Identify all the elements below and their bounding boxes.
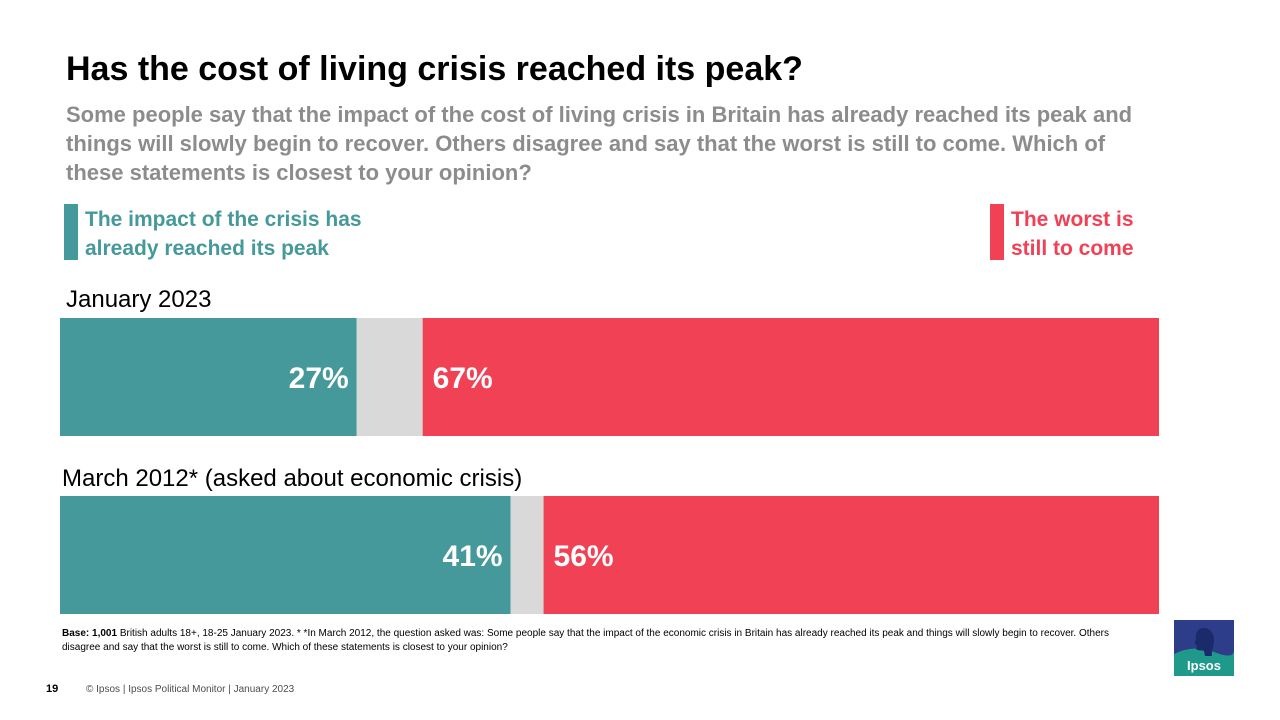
bar-value-label-0-2: 67% xyxy=(433,362,493,395)
question-text: Some people say that the impact of the c… xyxy=(66,102,1133,185)
logo-head-icon xyxy=(1194,628,1214,656)
legend-marker-peak xyxy=(64,204,78,260)
legend-label-worst: The worst is still to come xyxy=(1011,205,1161,263)
slide-title: Has the cost of living crisis reached it… xyxy=(66,50,803,88)
logo-teal-wave xyxy=(1174,648,1234,676)
ipsos-logo: Ipsos xyxy=(1174,620,1234,676)
legend-item-worst: The worst is still to come xyxy=(990,204,1170,260)
footer-copyright: © Ipsos | Ipsos Political Monitor | Janu… xyxy=(86,684,295,695)
stacked-bar-chart: January 2023 27% 67% March 2012* (asked abo… xyxy=(60,286,1159,614)
footnote-base-label: Base: 1,001 xyxy=(62,628,118,639)
logo-text: Ipsos xyxy=(1187,658,1221,673)
bar-value-label-1-0: 41% xyxy=(443,540,503,573)
legend-item-peak: The impact of the crisis has already rea… xyxy=(64,204,444,260)
legend-label-peak: The impact of the crisis has already rea… xyxy=(85,205,425,263)
legend-marker-worst xyxy=(990,204,1004,260)
legend-label-peak-line2: already reached its peak xyxy=(85,237,329,260)
legend-label-worst-line1: The worst is xyxy=(1011,208,1134,231)
legend-label-peak-line1: The impact of the crisis has xyxy=(85,208,362,231)
bar-segment-1-0 xyxy=(60,496,511,614)
bar-value-label-0-0: 27% xyxy=(289,362,349,395)
bar-value-label-1-2: 56% xyxy=(554,540,614,573)
bar-segment-1-1 xyxy=(510,496,544,614)
bar-segment-0-1 xyxy=(356,318,423,436)
page-number: 19 xyxy=(46,683,59,695)
bar-segment-1-2 xyxy=(543,496,1159,614)
category-label-0: January 2023 xyxy=(66,286,211,313)
legend-label-worst-line2: still to come xyxy=(1011,237,1134,260)
footnote: Base: 1,001 British adults 18+, 18-25 Ja… xyxy=(62,627,1122,655)
footnote-text: British adults 18+, 18-25 January 2023. … xyxy=(62,628,1109,653)
bar-segment-0-0 xyxy=(60,318,357,436)
category-label-1: March 2012* (asked about economic crisis… xyxy=(62,465,522,492)
bar-segment-0-2 xyxy=(422,318,1159,436)
